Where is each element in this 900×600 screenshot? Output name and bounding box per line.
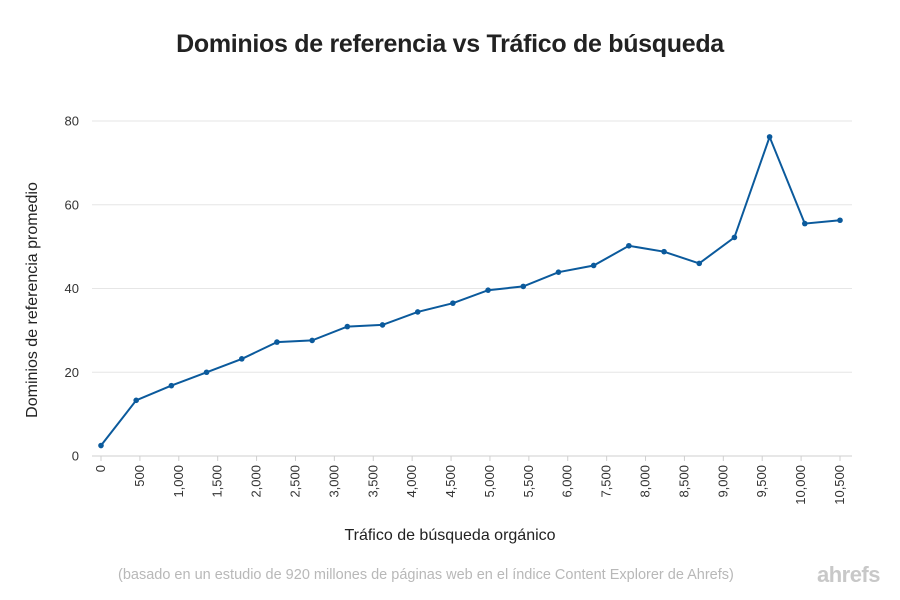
data-point: [133, 397, 139, 404]
x-tick-label: 3,500: [365, 465, 380, 498]
data-point: [379, 322, 386, 328]
y-tick-label: 60: [65, 197, 79, 212]
x-tick-label: 10,000: [793, 465, 808, 505]
data-points: [98, 134, 843, 449]
data-point: [344, 323, 351, 330]
x-tick-label: 9,000: [715, 465, 730, 498]
x-tick-label: 8,500: [676, 465, 691, 498]
x-tick-label: 2,000: [249, 465, 264, 498]
x-tick-label: 2,500: [287, 465, 302, 498]
data-point: [238, 356, 245, 362]
x-tick-label: 1,500: [210, 465, 225, 498]
data-point: [309, 337, 315, 344]
y-tick-label: 0: [72, 449, 79, 464]
data-point: [520, 283, 527, 290]
x-tick-label: 5,000: [482, 465, 497, 498]
data-point: [626, 242, 632, 249]
x-tick-label: 4,000: [404, 465, 419, 498]
y-tick-labels: 0 20 40 60 80: [65, 114, 79, 464]
data-point: [837, 217, 843, 224]
y-axis-label: Dominios de referencia promedio: [24, 182, 41, 418]
y-tick-label: 40: [65, 281, 79, 296]
x-tick-label: 7,500: [599, 465, 614, 498]
series-line: [100, 134, 841, 447]
ahrefs-logo: ahrefs: [816, 562, 881, 587]
x-tick-label: 5,500: [521, 465, 536, 498]
data-point: [696, 260, 703, 267]
x-tick-labels: 0 500 1,000 1,500 2,000 2,500 3,000 3,500 4,000 4…: [93, 456, 847, 505]
data-point: [450, 300, 456, 306]
data-point: [485, 287, 491, 293]
y-tick-label: 20: [65, 365, 79, 380]
footnote: (basado en un estudio de 920 millones de…: [118, 567, 734, 583]
chart-title: Dominios de referencia vs Tráfico de bús…: [176, 30, 724, 58]
data-point: [168, 382, 175, 389]
data-point: [555, 269, 562, 275]
data-point: [731, 234, 738, 241]
y-tick-label: 80: [65, 114, 79, 129]
data-point: [590, 262, 597, 269]
data-point: [98, 442, 104, 449]
data-point: [414, 309, 421, 315]
x-tick-label: 9,500: [754, 465, 769, 498]
x-tick-label: 6,000: [560, 465, 575, 498]
data-point: [203, 369, 210, 376]
x-tick-label: 8,000: [638, 465, 653, 498]
x-tick-label: 500: [132, 465, 147, 487]
data-point: [274, 339, 280, 345]
data-point: [661, 248, 667, 255]
grid-lines: [92, 120, 852, 457]
x-tick-label: 0: [93, 465, 108, 472]
x-tick-label: 10,500: [832, 465, 847, 505]
x-tick-label: 3,000: [326, 465, 341, 498]
x-tick-label: 1,000: [171, 465, 186, 498]
x-axis-label: Tráfico de búsqueda orgánico: [344, 527, 555, 544]
data-point: [766, 134, 773, 140]
data-point: [802, 220, 808, 227]
x-tick-label: 4,500: [443, 465, 458, 498]
